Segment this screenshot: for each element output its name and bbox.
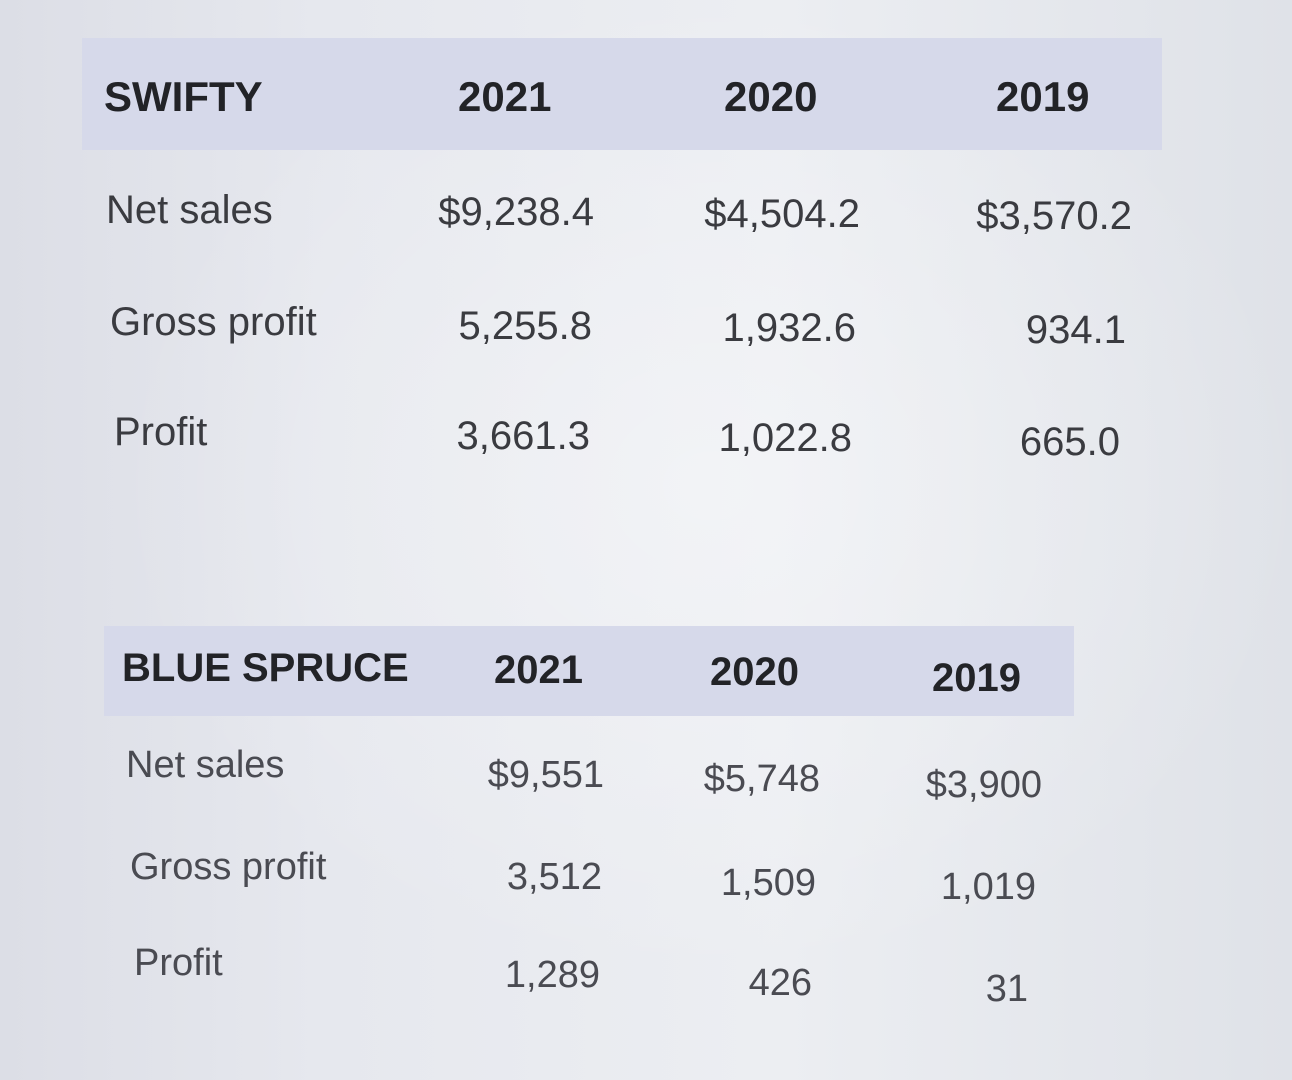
cell-net-sales-2021: $9,238.4: [438, 190, 594, 234]
row-label-gross-profit: Gross profit: [110, 300, 317, 344]
cell-profit-2020: 426: [748, 962, 812, 1004]
year-header-2021: 2021: [458, 73, 552, 120]
swifty-financial-table: SWIFTY 2021 2020 2019 Net sales $9,238.4…: [82, 38, 1172, 478]
cell-profit-2021: 1,289: [504, 954, 600, 996]
row-label-net-sales: Net sales: [106, 188, 273, 232]
cell-gross-profit-2020: 1,509: [720, 862, 816, 904]
row-label-profit: Profit: [114, 410, 208, 454]
year-header-2021: 2021: [494, 648, 583, 692]
cell-gross-profit-2019: 934.1: [1025, 308, 1126, 352]
row-label-gross-profit: Gross profit: [130, 846, 327, 888]
blue-spruce-financial-table: BLUE SPRUCE 2021 2020 2019 Net sales $9,…: [104, 626, 1084, 1026]
cell-gross-profit-2019: 1,019: [940, 866, 1036, 908]
cell-profit-2021: 3,661.3: [456, 414, 590, 458]
row-label-net-sales: Net sales: [126, 744, 285, 786]
cell-net-sales-2019: $3,900: [925, 764, 1042, 806]
cell-gross-profit-2021: 3,512: [506, 856, 602, 898]
year-header-2019: 2019: [996, 73, 1090, 120]
row-label-profit: Profit: [134, 942, 223, 984]
cell-profit-2019: 31: [985, 968, 1028, 1010]
company-name-header: SWIFTY: [104, 73, 263, 120]
table-header-row: [82, 38, 1162, 150]
year-header-2020: 2020: [724, 73, 818, 120]
cell-profit-2019: 665.0: [1019, 420, 1120, 464]
cell-net-sales-2019: $3,570.2: [976, 194, 1132, 238]
company-name-header: BLUE SPRUCE: [122, 646, 409, 690]
cell-profit-2020: 1,022.8: [718, 416, 852, 460]
cell-gross-profit-2020: 1,932.6: [722, 306, 856, 350]
cell-net-sales-2020: $5,748: [703, 758, 820, 800]
year-header-2019: 2019: [932, 656, 1021, 700]
table-header-row: [104, 626, 1074, 716]
year-header-2020: 2020: [710, 650, 799, 694]
cell-net-sales-2020: $4,504.2: [704, 192, 860, 236]
cell-gross-profit-2021: 5,255.8: [458, 304, 592, 348]
cell-net-sales-2021: $9,551: [487, 754, 604, 796]
